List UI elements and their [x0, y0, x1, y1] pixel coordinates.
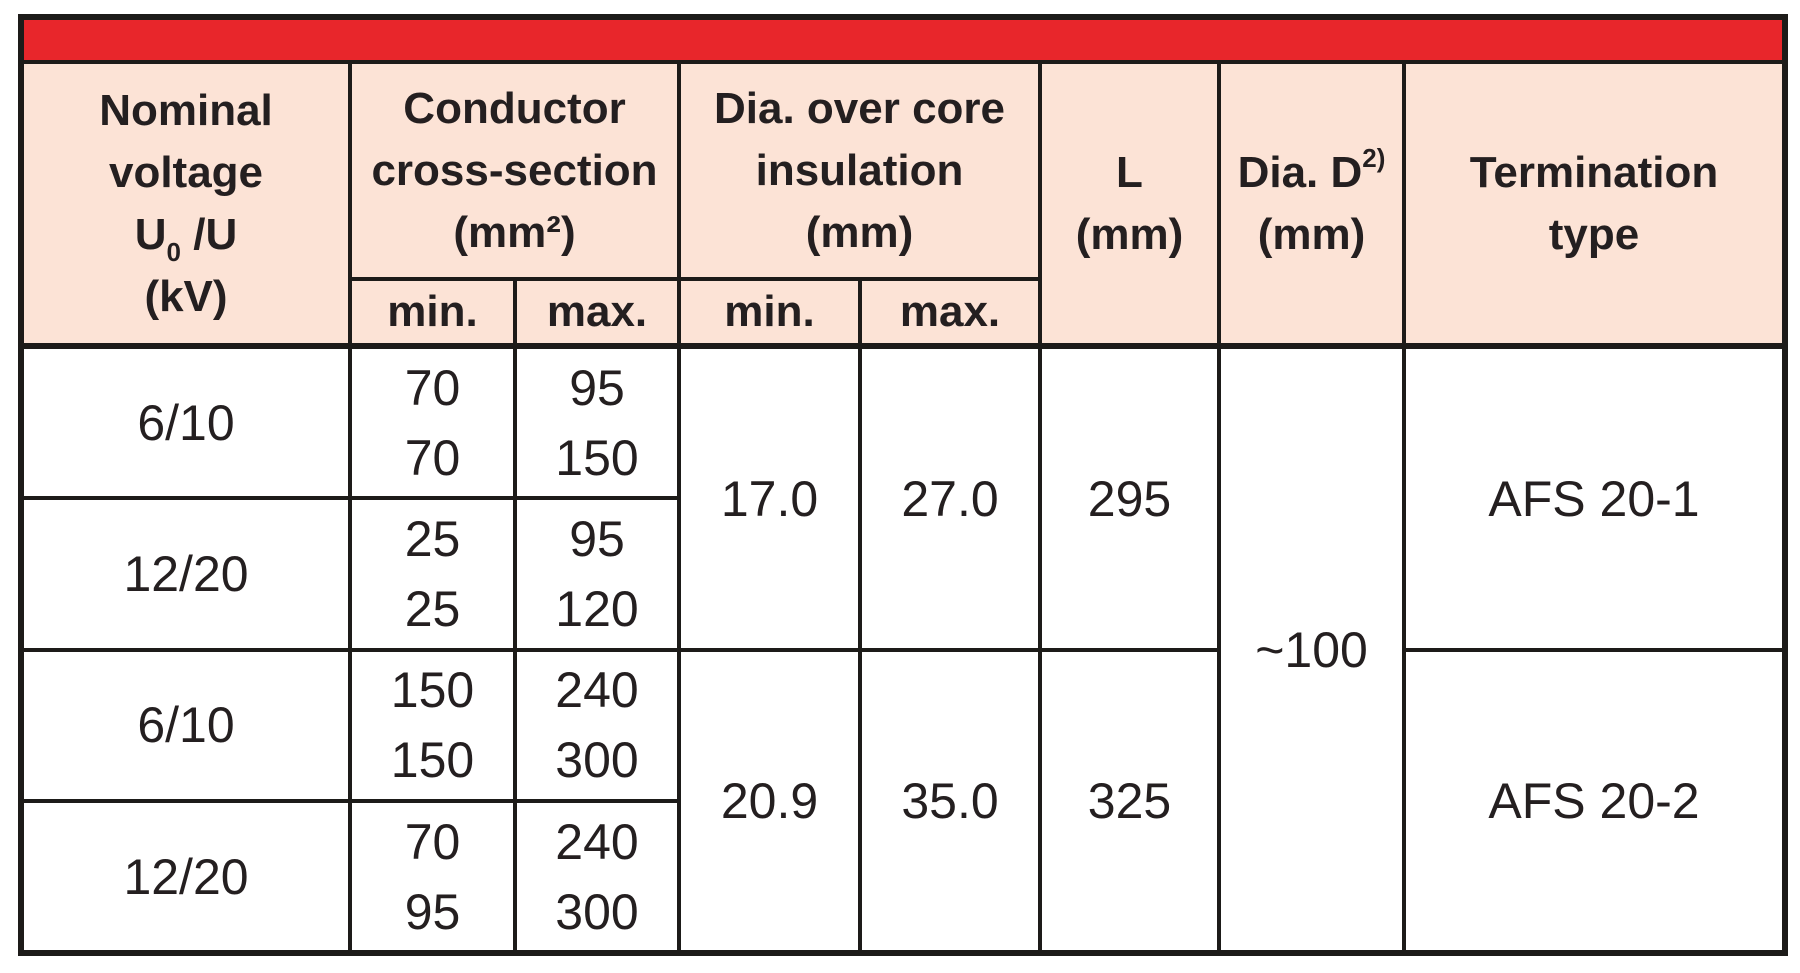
cell-conductor-min: 70 95	[348, 799, 517, 955]
cell-conductor-max: 240 300	[513, 647, 681, 804]
header-termination-type: Termination type	[1402, 60, 1787, 350]
cell-conductor-min: 70 70	[348, 344, 517, 501]
cell-conductor-min: 25 25	[348, 496, 517, 652]
cell-dia-min-group1: 17.0	[677, 344, 862, 652]
table-row: 12/20 25 25 95 120	[19, 496, 1785, 652]
header-nominal-voltage: Nominal voltage U0 /U (kV)	[19, 60, 352, 350]
header-dia-over-core-insulation: Dia. over core insulation (mm)	[677, 60, 1042, 282]
cell-conductor-max: 240 300	[513, 799, 681, 955]
cell-length-group1: 295	[1038, 344, 1221, 652]
cell-termination-group2: AFS 20-2	[1402, 647, 1787, 956]
dia-d-superscript: 2)	[1362, 142, 1386, 173]
table-row: 6/10 70 70 95 150 17.0 27.0 295 ~100 AFS…	[19, 344, 1787, 955]
table-row: 6/10 150 150 240 300 20.9 35.0 325 AFS 2…	[19, 647, 1787, 956]
header-row-minmax: min. max. min. max.	[21, 277, 1785, 350]
cell-voltage: 6/10	[19, 647, 352, 804]
header-conductor-line1: Conductor	[403, 83, 626, 133]
cell-dia-min-group2: 20.9	[677, 647, 862, 956]
subheader-dia-max: max.	[858, 277, 1042, 350]
table-row: 12/20 70 95 240 300	[19, 799, 1785, 955]
header-dia-d: Dia. D2) (mm)	[1217, 60, 1406, 350]
cell-conductor-max: 95 150	[513, 344, 681, 501]
header-dia-d-label: Dia. D2)	[1237, 142, 1386, 197]
header-length-symbol: L	[1116, 147, 1143, 197]
header-nominal-line1: Nominal	[99, 85, 273, 135]
header-length: L (mm)	[1038, 60, 1221, 350]
header-dia-core-line1: Dia. over core	[713, 83, 1006, 133]
u-subscript: 0	[166, 236, 181, 267]
cell-dia-max-group1: 27.0	[858, 344, 1042, 652]
cell-dia-max-group2: 35.0	[858, 647, 1042, 956]
header-termination-line2: type	[1548, 209, 1640, 259]
header-nominal-line2: voltage	[108, 147, 264, 197]
header-dia-d-unit: (mm)	[1257, 209, 1366, 259]
subheader-dia-min: min.	[677, 277, 862, 350]
red-accent-bar	[19, 14, 1787, 65]
header-conductor-line2: cross-section	[371, 145, 658, 195]
cell-termination-group1: AFS 20-1	[1402, 344, 1787, 652]
cell-voltage: 12/20	[19, 799, 352, 955]
header-nominal-unit: (kV)	[144, 271, 228, 321]
cell-dia-d: ~100	[1217, 344, 1406, 955]
subheader-conductor-max: max.	[513, 277, 681, 350]
header-conductor-unit: (mm²)	[453, 207, 576, 257]
header-length-unit: (mm)	[1075, 209, 1184, 259]
cell-conductor-max: 95 120	[513, 496, 681, 652]
cell-conductor-min: 150 150	[348, 647, 517, 804]
table-title-bar	[19, 14, 1787, 65]
termination-spec-table: Nominal voltage U0 /U (kV) Conductor cro…	[18, 14, 1788, 956]
header-nominal-symbol: U0 /U	[134, 209, 238, 267]
subheader-conductor-min: min.	[348, 277, 517, 350]
header-termination-line1: Termination	[1469, 147, 1719, 197]
cell-voltage: 6/10	[19, 344, 352, 501]
header-conductor-cross-section: Conductor cross-section (mm²)	[348, 60, 681, 282]
header-row-main: Nominal voltage U0 /U (kV) Conductor cro…	[19, 60, 1787, 350]
header-dia-core-unit: (mm)	[805, 207, 914, 257]
header-dia-core-line2: insulation	[755, 145, 964, 195]
cell-voltage: 12/20	[19, 496, 352, 652]
cell-length-group2: 325	[1038, 647, 1221, 956]
